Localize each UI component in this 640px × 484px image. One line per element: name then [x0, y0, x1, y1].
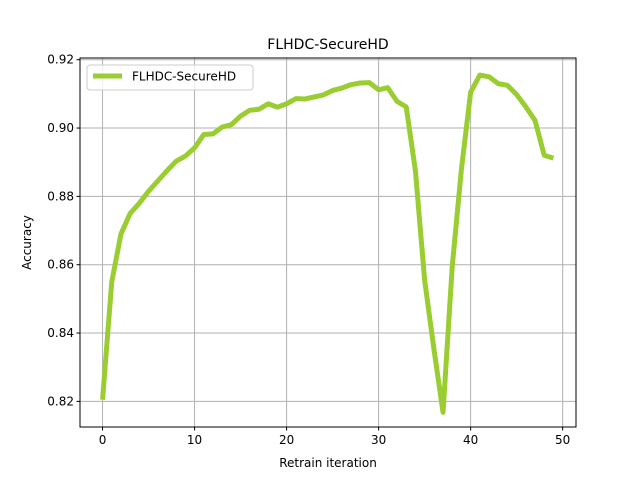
x-tick-label: 20	[279, 433, 294, 447]
y-axis-label: Accuracy	[20, 215, 34, 270]
y-tick-label: 0.88	[47, 189, 74, 203]
legend-label: FLHDC-SecureHD	[132, 70, 236, 84]
x-tick-label: 40	[463, 433, 478, 447]
series-layer	[100, 72, 555, 415]
x-tick-label: 0	[99, 433, 107, 447]
y-tick-label: 0.86	[47, 258, 74, 272]
y-tick-label: 0.90	[47, 121, 74, 135]
x-tick-label: 30	[371, 433, 386, 447]
x-tick-label: 10	[187, 433, 202, 447]
y-tick-label: 0.84	[47, 326, 74, 340]
grid	[80, 58, 576, 427]
chart-title: FLHDC-SecureHD	[267, 37, 388, 53]
x-tick-label: 50	[555, 433, 570, 447]
x-axis-label: Retrain iteration	[279, 456, 377, 470]
y-tick-label: 0.82	[47, 394, 74, 408]
legend-box	[86, 64, 254, 91]
legend: FLHDC-SecureHD	[86, 64, 254, 91]
plot-frame	[79, 57, 577, 428]
series-line-flhdc-securehd	[100, 72, 555, 415]
ticks: 0 10 20 30 40 50 0.82 0.84 0.86 0.88 0.90 0.92	[47, 53, 570, 447]
y-tick-label: 0.92	[47, 53, 74, 67]
